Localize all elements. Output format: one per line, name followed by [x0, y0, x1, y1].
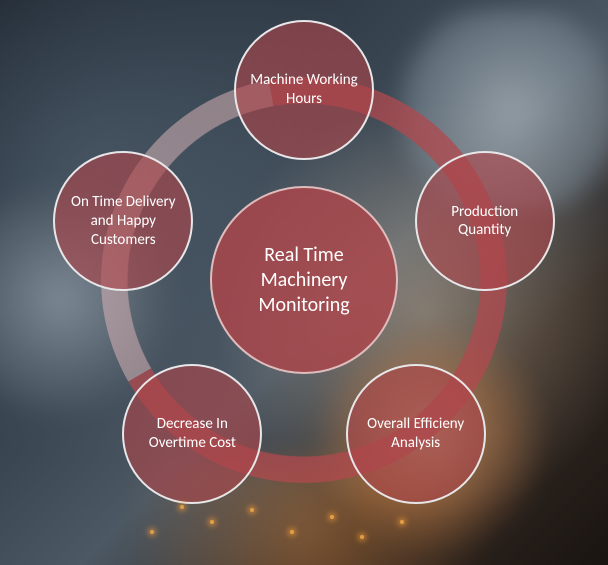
spark-dot — [400, 520, 404, 524]
outer-node: Machine Working Hours — [234, 20, 374, 160]
outer-node-label: On Time Delivery and Happy Customers — [65, 193, 181, 249]
spark-dot — [150, 530, 154, 534]
spark-dot — [290, 530, 294, 534]
outer-node-label: Decrease In Overtime Cost — [134, 415, 250, 453]
spark-dot — [210, 520, 214, 524]
spark-dot — [360, 535, 364, 539]
spark-dot — [330, 515, 334, 519]
outer-node: Production Quantity — [415, 151, 555, 291]
spark-dot — [250, 508, 254, 512]
spark-dot — [180, 505, 184, 509]
outer-node: On Time Delivery and Happy Customers — [53, 151, 193, 291]
outer-node: Decrease In Overtime Cost — [122, 364, 262, 504]
outer-node-label: Machine Working Hours — [246, 71, 362, 109]
outer-node: Overall Efficieny Analysis — [346, 364, 486, 504]
diagram-canvas: Real Time Machinery Monitoring Machine W… — [0, 0, 608, 565]
outer-node-label: Overall Efficieny Analysis — [358, 415, 474, 453]
center-hub-label: Real Time Machinery Monitoring — [226, 243, 382, 318]
outer-node-label: Production Quantity — [427, 203, 543, 241]
center-hub: Real Time Machinery Monitoring — [210, 186, 398, 374]
